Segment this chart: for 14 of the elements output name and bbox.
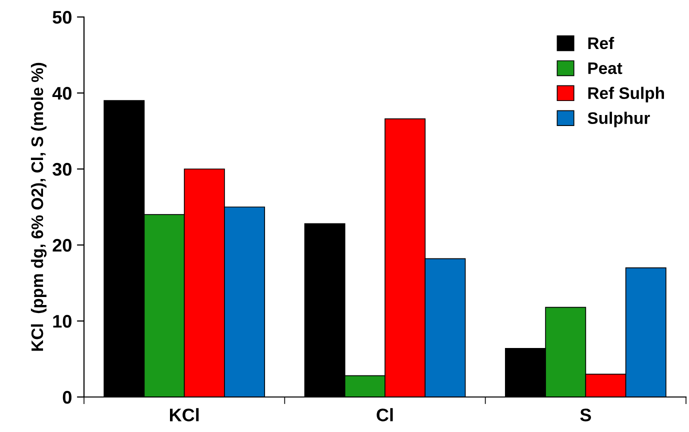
legend-label: Peat — [588, 62, 622, 74]
y-tick-label: 0 — [62, 390, 72, 404]
x-tick-label: Cl — [376, 408, 393, 422]
y-tick-label: 50 — [52, 10, 72, 24]
x-tick-label: KCl — [170, 408, 199, 422]
y-tick-label: 40 — [52, 86, 72, 100]
y-tick-label: 20 — [52, 238, 72, 252]
y-axis-title: KCl (ppm dg, 6% O2), Cl, S (mole %) — [30, 62, 47, 351]
legend-label: Ref Sulph — [588, 86, 664, 102]
x-tick-label: S — [580, 408, 591, 422]
legend-label: Sulphur — [588, 112, 650, 128]
y-tick-label: 30 — [52, 162, 72, 176]
legend-label: Ref — [588, 36, 614, 50]
y-tick-label: 10 — [53, 314, 72, 328]
